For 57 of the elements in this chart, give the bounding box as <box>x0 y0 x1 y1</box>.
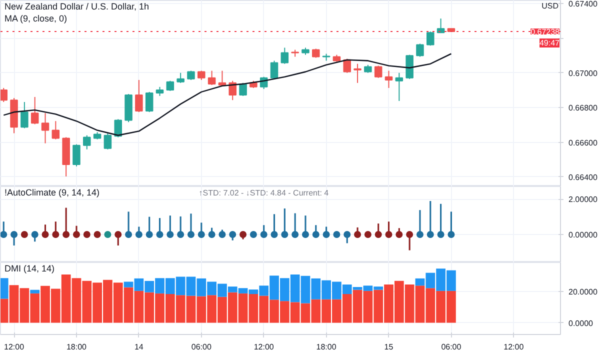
candlestick <box>395 72 404 102</box>
candlestick <box>0 87 8 102</box>
x-tick-label: 06:00 <box>441 342 462 352</box>
y-tick-label: 0.00000 <box>568 230 598 240</box>
x-tick-label: 14 <box>134 342 144 352</box>
candlestick <box>239 82 247 96</box>
y-tick-label: 0.67000 <box>568 68 598 78</box>
x-tick-label: 15 <box>384 342 394 352</box>
x-tick-label: 06:00 <box>191 342 212 352</box>
y-tick-label: 0.66400 <box>568 172 598 182</box>
x-tick-label: 12:00 <box>504 342 524 352</box>
candlestick <box>30 96 39 125</box>
candlestick <box>198 70 206 80</box>
candlestick <box>41 112 50 144</box>
x-tick-label: 12:00 <box>4 342 25 352</box>
candlestick <box>135 79 143 113</box>
candlestick <box>354 63 362 84</box>
candlestick <box>436 18 445 34</box>
y-tick-label: 0.66600 <box>568 138 598 148</box>
candlestick <box>176 72 184 84</box>
candlestick <box>114 118 122 138</box>
bar <box>30 290 40 294</box>
candlestick <box>156 86 164 96</box>
candlestick <box>228 80 236 101</box>
candlestick <box>384 70 393 88</box>
y-axis-title: USD <box>542 2 559 10</box>
candlestick <box>52 120 60 140</box>
chart-title: !AutoClimate (9, 14, 14) <box>4 188 100 198</box>
candlestick <box>312 48 320 58</box>
y-tick-label: 0.67400 <box>568 0 598 8</box>
chart-title: DMI (14, 14) <box>4 264 55 274</box>
x-tick-label: 18:00 <box>66 342 88 352</box>
x-tick-label: 12:00 <box>254 342 274 352</box>
text: MA (9, close, 0) <box>4 14 68 24</box>
candlestick <box>72 144 80 167</box>
ref-line-label: 0.67238 <box>530 28 560 37</box>
candlestick <box>374 65 382 78</box>
annotation: ↑STD: 7.02 - ↓STD: 4.84 - Current: 4 <box>198 188 330 198</box>
candlestick <box>343 58 351 74</box>
y-tick-label: 0.0000 <box>568 318 594 328</box>
candlestick <box>83 134 91 150</box>
x-tick-label: 18:00 <box>316 342 337 352</box>
y-tick-label: 0.66800 <box>568 104 598 113</box>
y-tick-label: 2.00000 <box>568 195 598 204</box>
candlestick <box>208 70 216 86</box>
candlestick <box>270 60 278 80</box>
candlestick <box>166 80 174 92</box>
candlestick <box>187 70 195 80</box>
chart-title: New Zealand Dollar / U.S. Dollar, 1h <box>4 2 150 12</box>
candlestick <box>20 102 28 129</box>
candlestick <box>145 91 154 113</box>
annotation: 49:47 <box>539 38 560 48</box>
candlestick <box>426 31 434 46</box>
y-tick-label: 20.0000 <box>568 288 598 297</box>
candlestick <box>416 43 424 58</box>
candlestick <box>280 47 289 64</box>
candlestick <box>104 132 112 150</box>
